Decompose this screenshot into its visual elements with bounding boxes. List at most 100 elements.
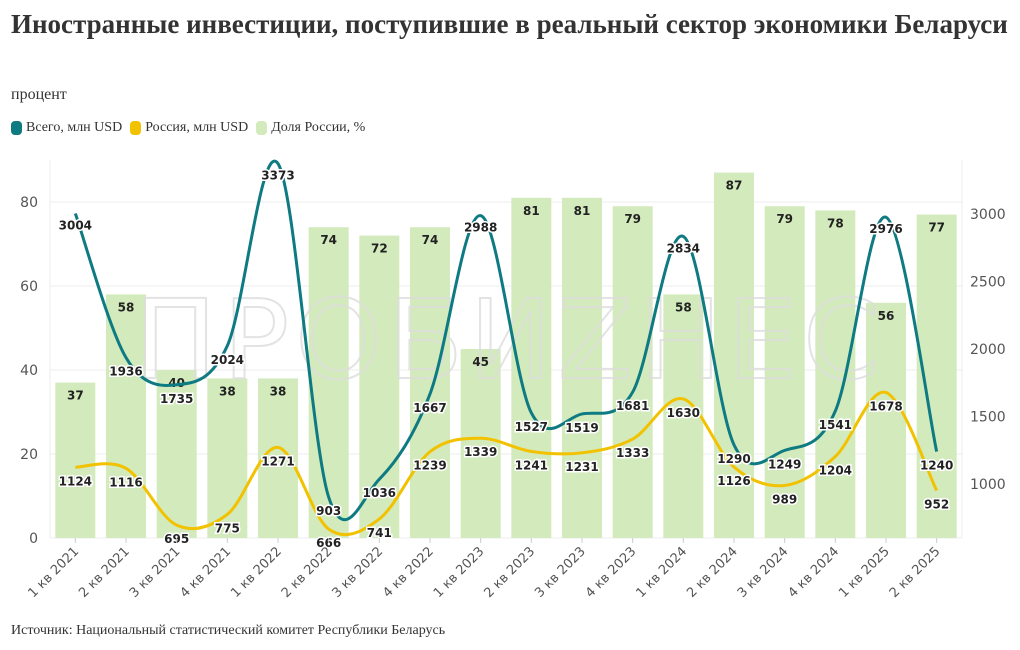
russia-label: 1271 [261, 454, 294, 468]
x-axis-label: 2 кв 2024 [684, 544, 741, 601]
total-label: 1249 [768, 457, 801, 471]
bar [410, 227, 450, 538]
legend-label-share: Доля России, % [271, 120, 366, 135]
legend-label-total: Всего, млн USD [26, 120, 123, 135]
total-label: 1667 [413, 401, 446, 415]
russia-label: 1124 [59, 474, 92, 488]
x-axis-label: 2 кв 2025 [887, 544, 944, 601]
x-axis-label: 2 кв 2022 [279, 544, 336, 601]
total-label: 1541 [819, 418, 852, 432]
bar-label: 58 [675, 300, 692, 314]
x-axis-label: 4 кв 2021 [177, 544, 234, 601]
russia-label: 952 [924, 497, 949, 511]
bar-label: 77 [928, 221, 945, 235]
legend-item-russia[interactable]: Россия, млн USD [130, 120, 248, 136]
legend: Всего, млн USD Россия, млн USD Доля Росс… [11, 120, 365, 136]
bar [815, 210, 856, 538]
legend-item-share[interactable]: Доля России, % [256, 120, 365, 136]
bar-label: 87 [726, 179, 743, 193]
russia-label: 1204 [819, 463, 852, 477]
x-axis-label: 4 кв 2024 [785, 544, 842, 601]
watermark: ПРОБИZНЕС [134, 276, 886, 404]
bar-label: 37 [67, 389, 84, 403]
russia-label: 775 [215, 521, 240, 535]
bar-label: 81 [574, 204, 591, 218]
bar [308, 227, 349, 538]
chart-subtitle: процент [11, 86, 67, 103]
bar-label: 74 [422, 233, 439, 247]
bar-label: 78 [827, 216, 844, 230]
bar-label: 74 [320, 233, 337, 247]
russia-label: 1116 [109, 475, 142, 489]
total-label: 1240 [920, 459, 953, 473]
legend-item-total[interactable]: Всего, млн USD [11, 120, 122, 136]
russia-label: 1241 [515, 458, 548, 472]
x-axis-label: 2 кв 2021 [76, 544, 133, 601]
bar-label: 79 [776, 212, 793, 226]
bar [612, 206, 653, 538]
x-axis-label: 2 кв 2023 [481, 544, 538, 601]
x-axis-label: 1 кв 2023 [431, 544, 488, 601]
russia-label: 989 [772, 492, 797, 506]
total-label: 1936 [109, 365, 142, 379]
line-russia [75, 390, 939, 537]
bar-label: 38 [270, 384, 287, 398]
bar [663, 294, 704, 538]
x-axis-label: 3 кв 2023 [532, 544, 589, 601]
total-label: 1519 [565, 421, 598, 435]
bar-label: 38 [219, 384, 236, 398]
total-label: 2976 [869, 222, 902, 236]
bar-label: 58 [118, 300, 135, 314]
bar [207, 378, 248, 538]
left-axis-tick: 20 [20, 447, 38, 463]
bar-label: 81 [523, 204, 540, 218]
x-axis-label: 3 кв 2021 [127, 544, 184, 601]
x-axis-label: 4 кв 2022 [380, 544, 437, 601]
left-axis-tick: 60 [20, 279, 38, 295]
legend-swatch-total [11, 121, 22, 135]
total-label: 2988 [464, 221, 497, 235]
source-note: Источник: Национальный статистический ко… [11, 623, 446, 638]
line-total [73, 159, 939, 522]
legend-swatch-russia [130, 121, 142, 135]
bar [156, 370, 197, 538]
bar-label: 45 [472, 355, 489, 369]
bar [866, 302, 906, 538]
russia-label: 666 [316, 536, 341, 550]
x-axis-label: 3 кв 2022 [329, 544, 386, 601]
left-axis-tick: 40 [20, 363, 38, 379]
legend-label-russia: Россия, млн USD [145, 120, 249, 135]
bar-label: 56 [878, 309, 895, 323]
russia-label: 1231 [565, 460, 598, 474]
total-label: 1735 [160, 392, 193, 406]
russia-label: 1339 [464, 445, 497, 459]
right-axis-tick: 3000 [970, 207, 1006, 223]
x-axis-label: 1 кв 2024 [633, 544, 690, 601]
total-label: 1681 [616, 399, 649, 413]
russia-label: 1333 [616, 446, 649, 460]
russia-label: 741 [367, 526, 392, 540]
total-label: 3373 [261, 169, 294, 183]
bar [106, 294, 146, 538]
total-label: 2024 [211, 353, 244, 367]
x-axis-label: 3 кв 2024 [735, 544, 792, 601]
russia-label: 1630 [667, 406, 700, 420]
left-axis-tick: 80 [20, 195, 38, 211]
right-axis-tick: 1500 [970, 410, 1006, 426]
bar-label: 72 [371, 242, 388, 256]
total-label: 903 [316, 504, 341, 518]
total-label: 3004 [59, 218, 92, 232]
bar-label: 79 [624, 212, 641, 226]
chart-title: Иностранные инвестиции, поступившие в ре… [11, 9, 1008, 39]
x-axis-label: 1 кв 2022 [228, 544, 285, 601]
bar [55, 382, 96, 538]
right-axis-tick: 2000 [970, 342, 1006, 358]
total-label: 1527 [515, 420, 548, 434]
x-axis-label: 1 кв 2025 [836, 544, 893, 601]
total-label: 1290 [717, 452, 750, 466]
x-axis-label: 1 кв 2021 [25, 544, 82, 601]
right-axis-tick: 2500 [970, 275, 1006, 291]
bar [359, 235, 400, 538]
total-label: 2834 [667, 241, 700, 255]
